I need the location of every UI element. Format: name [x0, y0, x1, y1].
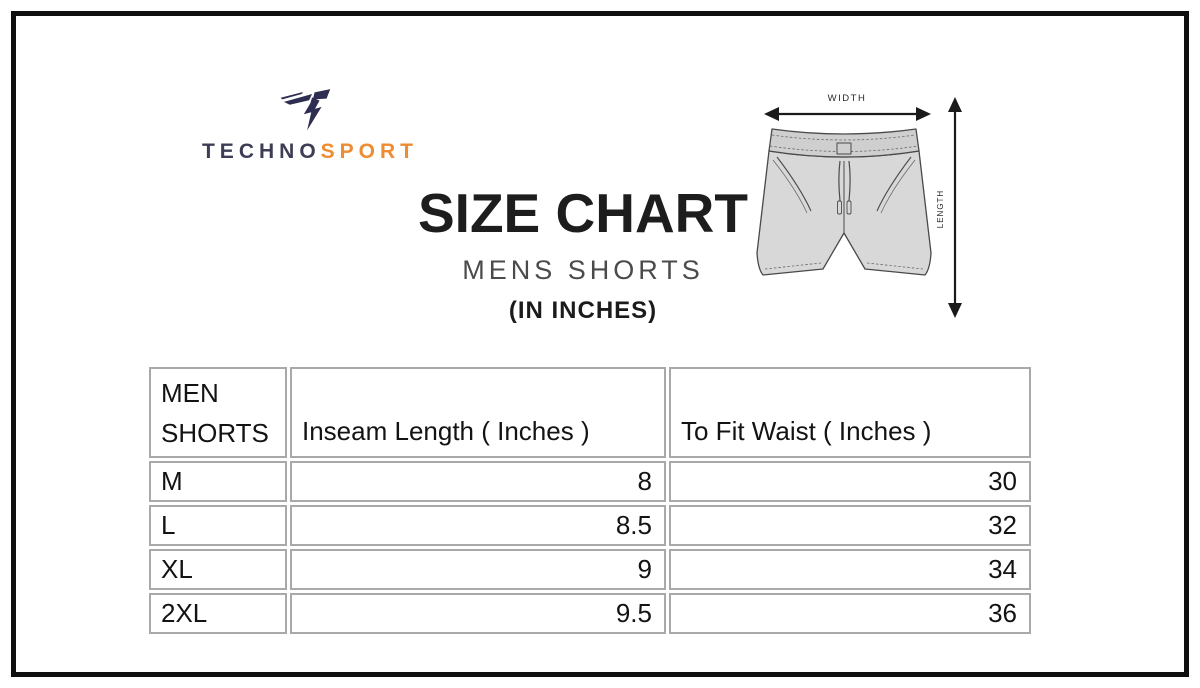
size-cell: XL	[149, 549, 287, 590]
logo-text-techno: TECHNO	[201, 140, 321, 163]
size-table: MEN SHORTS Inseam Length ( Inches ) To F…	[146, 364, 1034, 637]
col-header-to-fit-waist: To Fit Waist ( Inches )	[669, 367, 1031, 458]
shorts-illustration	[756, 128, 932, 276]
title-block: SIZE CHART MENS SHORTS (IN INCHES)	[398, 186, 768, 325]
width-label: WIDTH	[828, 93, 867, 104]
inseam-cell: 8	[290, 461, 666, 502]
shorts-measurement-diagram: WIDTH LENGTH	[756, 93, 962, 318]
size-cell: L	[149, 505, 287, 546]
col-header-line2: SHORTS	[161, 417, 269, 448]
length-arrow-icon	[948, 97, 962, 318]
waist-cell: 36	[669, 593, 1031, 634]
inseam-cell: 9.5	[290, 593, 666, 634]
size-cell: 2XL	[149, 593, 287, 634]
table-row: XL 9 34	[149, 549, 1031, 590]
page-subtitle: MENS SHORTS	[462, 255, 704, 285]
logo-text-sport: SPORT	[320, 140, 418, 163]
brand-logo: TECHNOSPORT	[193, 140, 427, 164]
width-arrow-icon	[764, 107, 931, 121]
table-header-row: MEN SHORTS Inseam Length ( Inches ) To F…	[149, 367, 1031, 458]
technosport-athlete-icon	[280, 89, 331, 131]
table-row: M 8 30	[149, 461, 1031, 502]
col-header-line1: MEN	[161, 377, 219, 408]
inseam-cell: 9	[290, 549, 666, 590]
page-title: SIZE CHART	[418, 182, 748, 244]
inseam-cell: 8.5	[290, 505, 666, 546]
col-header-men-shorts: MEN SHORTS	[149, 367, 287, 458]
waist-cell: 34	[669, 549, 1031, 590]
table-row: 2XL 9.5 36	[149, 593, 1031, 634]
units-note: (IN INCHES)	[508, 297, 658, 324]
col-header-inseam-length: Inseam Length ( Inches )	[290, 367, 666, 458]
waist-cell: 32	[669, 505, 1031, 546]
length-label: LENGTH	[936, 190, 945, 228]
table-row: L 8.5 32	[149, 505, 1031, 546]
waist-cell: 30	[669, 461, 1031, 502]
size-cell: M	[149, 461, 287, 502]
